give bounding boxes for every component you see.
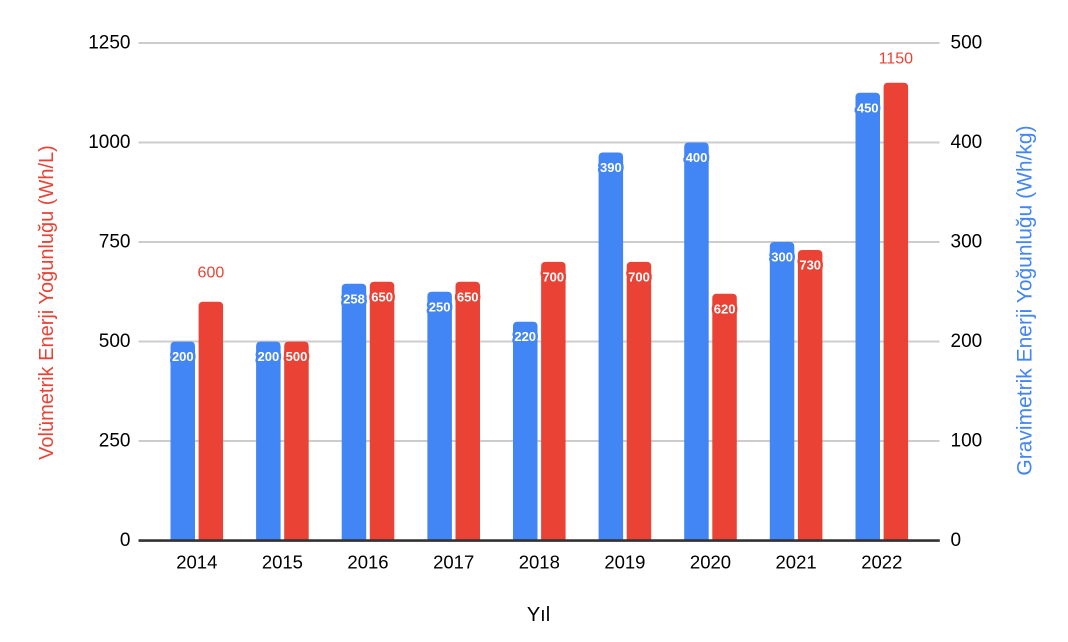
svg-text:258: 258	[343, 291, 365, 306]
svg-text:2016: 2016	[347, 552, 388, 573]
svg-text:220: 220	[514, 329, 536, 344]
svg-text:0: 0	[951, 530, 962, 551]
svg-text:100: 100	[951, 431, 983, 452]
svg-text:1000: 1000	[88, 132, 130, 153]
svg-text:200: 200	[951, 331, 983, 352]
svg-text:300: 300	[951, 232, 983, 253]
svg-text:200: 200	[172, 349, 194, 364]
svg-text:700: 700	[542, 269, 564, 284]
svg-text:650: 650	[457, 289, 479, 304]
svg-text:500: 500	[286, 349, 308, 364]
svg-text:650: 650	[371, 289, 393, 304]
svg-text:450: 450	[857, 100, 879, 115]
svg-text:Gravimetrik Enerji Yoğunluğu (: Gravimetrik Enerji Yoğunluğu (Wh/kg)	[1014, 125, 1037, 475]
svg-text:400: 400	[951, 132, 983, 153]
svg-text:400: 400	[686, 150, 708, 165]
svg-text:1250: 1250	[88, 33, 130, 54]
svg-text:2021: 2021	[776, 552, 817, 573]
svg-text:200: 200	[258, 349, 280, 364]
svg-text:250: 250	[429, 299, 451, 314]
svg-text:600: 600	[198, 265, 225, 282]
svg-text:750: 750	[99, 232, 131, 253]
svg-text:2014: 2014	[176, 552, 217, 573]
svg-text:Yıl: Yıl	[527, 604, 550, 626]
svg-text:2019: 2019	[604, 552, 645, 573]
svg-text:500: 500	[951, 33, 983, 54]
svg-text:250: 250	[99, 431, 131, 452]
svg-text:390: 390	[600, 160, 622, 175]
svg-text:2017: 2017	[433, 552, 474, 573]
svg-text:700: 700	[628, 269, 650, 284]
svg-text:2018: 2018	[519, 552, 560, 573]
svg-text:620: 620	[714, 301, 736, 316]
svg-text:730: 730	[799, 258, 821, 273]
svg-text:0: 0	[120, 530, 131, 551]
svg-text:1150: 1150	[879, 51, 914, 68]
svg-text:2020: 2020	[690, 552, 731, 573]
svg-text:Volümetrik Enerji Yoğunluğu (W: Volümetrik Enerji Yoğunluğu (Wh/L)	[36, 145, 58, 460]
svg-text:500: 500	[99, 331, 131, 352]
svg-text:300: 300	[771, 250, 793, 265]
svg-text:2015: 2015	[262, 552, 303, 573]
svg-text:2022: 2022	[861, 552, 902, 573]
